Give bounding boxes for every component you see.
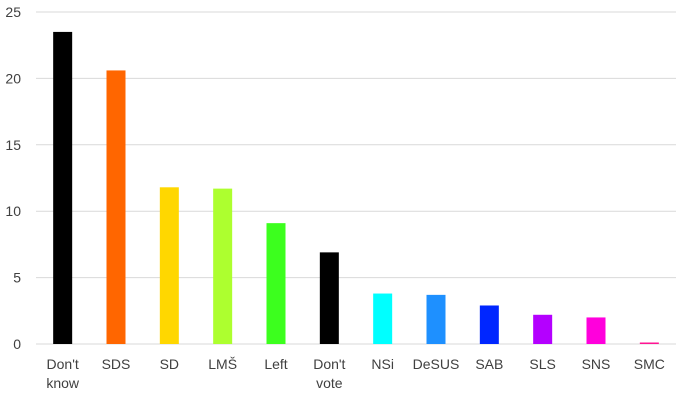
bar [639,342,659,344]
x-tick-label: SLS [529,356,555,372]
bar [53,31,73,344]
x-tick-label: Left [264,356,287,372]
x-tick-label-line: LMŠ [208,356,237,372]
x-tick-label: SDS [102,356,131,372]
x-tick-label-line: Left [264,356,287,372]
bar [106,70,126,344]
x-tick-label: LMŠ [208,356,237,372]
x-tick-label: NSi [371,356,394,372]
x-tick-label-line: SNS [582,356,611,372]
y-tick-label: 20 [5,70,21,86]
bar [213,188,233,344]
x-tick-label-line: DeSUS [413,356,460,372]
bars [53,31,659,344]
y-tick-label: 5 [13,270,21,286]
bar [586,317,606,344]
x-tick-label-line: SLS [529,356,555,372]
bar [426,294,446,344]
x-tick-label: SMC [634,356,665,372]
x-tick-label: DeSUS [413,356,460,372]
x-tick-label-line: Don't [47,356,79,372]
x-tick-label-line: SAB [475,356,503,372]
x-tick-label-line: Don't [313,356,345,372]
bar [373,293,393,344]
bar [533,314,553,344]
x-tick-label-line: NSi [371,356,394,372]
x-axis-tick-labels: Don't know SDS SD LMŠ Left Don't vote NSi DeSUS SA… [46,356,665,391]
bar [479,305,499,344]
x-tick-label-line: vote [316,375,343,391]
x-tick-label-line: know [46,375,80,391]
y-axis-tick-labels: 0 5 10 15 20 25 [5,4,21,352]
y-tick-label: 15 [5,137,21,153]
bar [266,223,286,344]
gridlines [36,11,676,345]
y-tick-label: 10 [5,203,21,219]
x-tick-label-line: SDS [102,356,131,372]
y-tick-label: 25 [5,4,21,20]
x-tick-label-line: SD [160,356,179,372]
x-tick-label-line: SMC [634,356,665,372]
x-tick-label: Don't vote [313,356,345,391]
bar [319,252,339,344]
x-tick-label: SAB [475,356,503,372]
x-tick-label: SD [160,356,179,372]
x-tick-label: Don't know [46,356,80,391]
bar [159,187,179,344]
y-tick-label: 0 [13,336,21,352]
x-tick-label: SNS [582,356,611,372]
